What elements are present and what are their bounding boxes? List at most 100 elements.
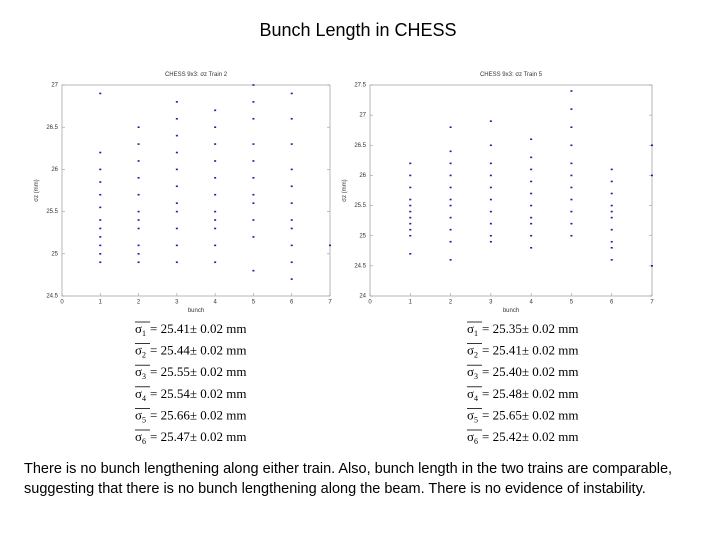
equation-value: = 25.40± 0.02 mm: [482, 364, 578, 379]
y-tick-label: 24: [359, 294, 366, 300]
point: [409, 228, 412, 231]
equation-value: = 25.54± 0.02 mm: [150, 386, 246, 401]
caption: There is no bunch lengthening along eith…: [24, 461, 673, 497]
x-tick-label: 7: [650, 300, 654, 306]
point: [610, 204, 613, 207]
equation-index: 6: [142, 437, 146, 446]
point: [449, 162, 452, 165]
point: [214, 219, 217, 221]
point: [99, 253, 102, 255]
equation: σ1 = 25.41± 0.02 mm: [135, 321, 246, 338]
point: [449, 186, 452, 189]
point: [570, 108, 573, 110]
point: [99, 244, 102, 247]
x-tick-label: 2: [449, 300, 453, 306]
point: [449, 126, 452, 128]
equation: σ5 = 25.66± 0.02 mm: [135, 407, 246, 424]
x-tick-label: 1: [99, 300, 103, 306]
equation: σ5 = 25.65± 0.02 mm: [467, 407, 578, 424]
equation-value: = 25.66± 0.02 mm: [150, 407, 246, 422]
point: [610, 168, 613, 171]
point: [175, 185, 178, 188]
point: [175, 117, 178, 120]
equation-index: 4: [142, 394, 146, 403]
y-tick-label: 26: [51, 167, 58, 173]
point: [175, 202, 178, 204]
point: [570, 222, 573, 225]
point: [409, 174, 412, 177]
y-tick-label: 27: [51, 83, 58, 89]
equation-symbol: σ: [467, 429, 474, 444]
point: [290, 261, 293, 264]
point: [99, 151, 102, 154]
x-tick-label: 0: [368, 300, 372, 306]
point: [409, 253, 412, 255]
point: [137, 193, 140, 196]
point: [449, 240, 452, 243]
point: [175, 244, 178, 247]
point: [252, 177, 255, 179]
y-tick-label: 26.5: [354, 143, 366, 149]
point: [175, 261, 178, 264]
point: [137, 227, 140, 230]
y-tick-label: 26.5: [46, 125, 58, 131]
point: [409, 204, 412, 207]
chart-title: CHESS 9x3: σz Train 5: [480, 72, 543, 78]
point: [570, 126, 573, 128]
y-tick-label: 26: [359, 173, 366, 179]
point: [530, 180, 533, 183]
equation-symbol: σ: [135, 364, 142, 379]
point: [651, 265, 653, 267]
point: [214, 193, 217, 196]
point: [214, 227, 217, 230]
x-axis-label: bunch: [188, 308, 204, 314]
x-tick-label: 2: [137, 300, 141, 306]
point: [530, 168, 533, 171]
point: [530, 156, 533, 159]
point: [530, 246, 533, 249]
point: [570, 90, 573, 92]
point: [489, 210, 492, 213]
point: [449, 204, 452, 207]
point: [409, 222, 412, 225]
point: [651, 174, 653, 177]
point: [610, 192, 613, 195]
equation-symbol: σ: [467, 343, 474, 358]
point: [290, 92, 293, 95]
equation-index: 5: [142, 415, 146, 424]
equation-value: = 25.41± 0.02 mm: [482, 343, 578, 358]
point: [252, 101, 255, 103]
equation-value: = 25.48± 0.02 mm: [482, 386, 578, 401]
y-tick-label: 25.5: [46, 209, 58, 215]
equation-value: = 25.55± 0.02 mm: [150, 364, 246, 379]
x-tick-label: 5: [252, 300, 256, 306]
equation-symbol: σ: [467, 321, 474, 336]
y-tick-label: 24.5: [46, 294, 58, 300]
equation: σ3 = 25.40± 0.02 mm: [467, 364, 578, 381]
point: [290, 168, 293, 171]
point: [137, 126, 140, 128]
point: [137, 261, 140, 264]
point: [214, 143, 217, 145]
point: [449, 228, 452, 231]
point: [329, 244, 331, 247]
equation-index: 1: [142, 329, 146, 338]
point: [290, 202, 293, 204]
equation-symbol: σ: [135, 321, 142, 336]
point: [489, 186, 492, 189]
point: [409, 210, 412, 213]
equation-value: = 25.42± 0.02 mm: [482, 429, 578, 444]
point: [530, 192, 533, 195]
point: [489, 222, 492, 225]
point: [570, 198, 573, 201]
point: [610, 259, 613, 261]
x-tick-label: 4: [213, 300, 217, 306]
equation-symbol: σ: [467, 364, 474, 379]
point: [290, 219, 293, 221]
x-tick-label: 1: [409, 300, 413, 306]
point: [489, 162, 492, 165]
point: [214, 177, 217, 179]
point: [99, 261, 102, 264]
equation: σ3 = 25.55± 0.02 mm: [135, 364, 246, 381]
slide-title: Bunch Length in CHESS: [259, 20, 456, 40]
